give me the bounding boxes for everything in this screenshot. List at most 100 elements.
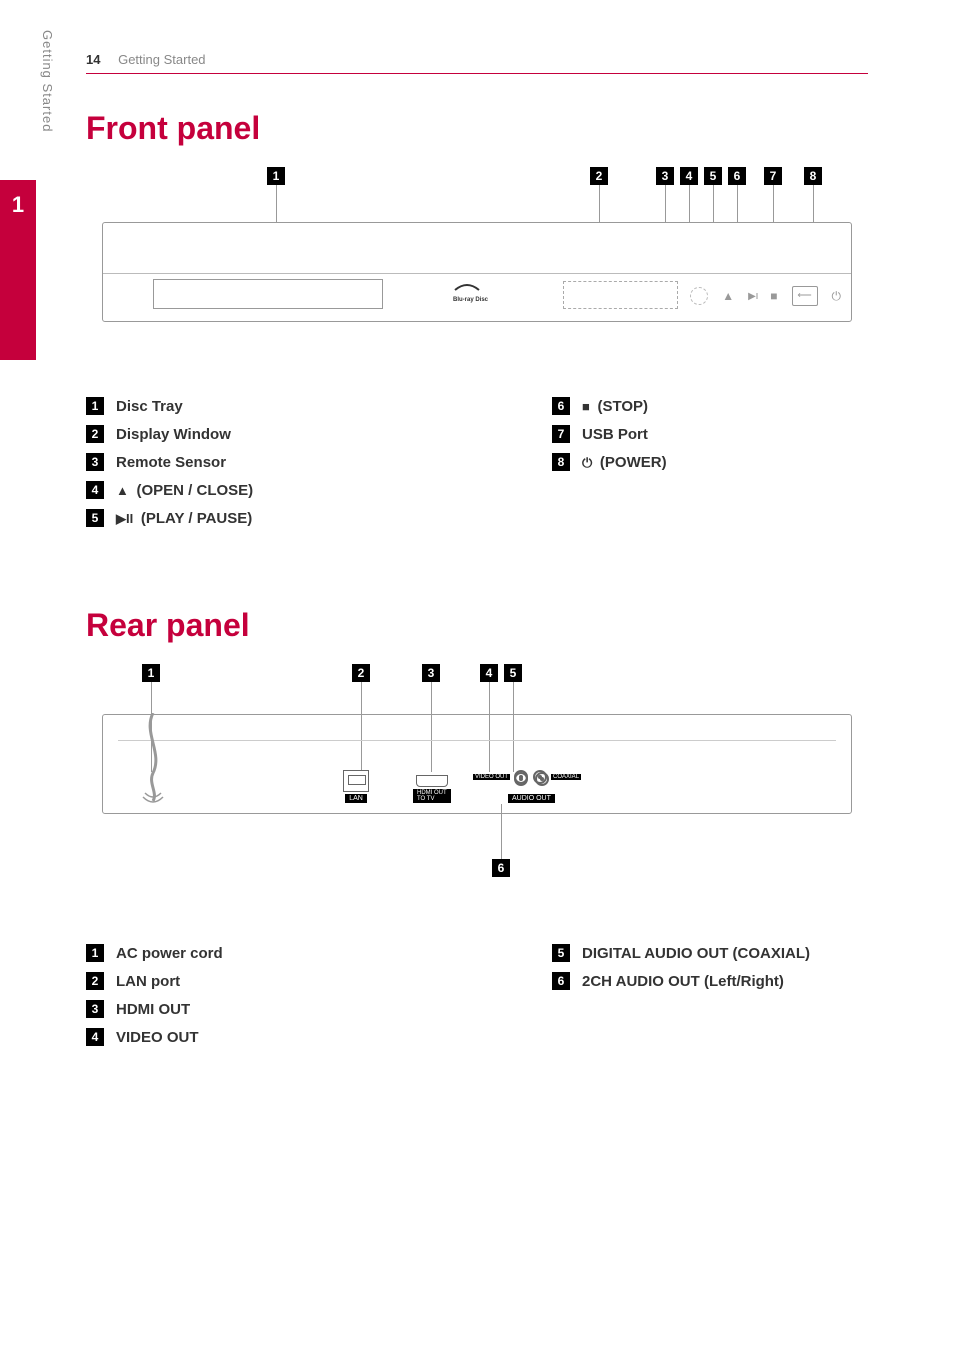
hdmi-label: HDMI OUTTO TV [413, 789, 451, 803]
rear-callout-2: 2 [352, 664, 370, 682]
legend-num: 3 [86, 1000, 104, 1018]
callout-5: 5 [704, 167, 722, 185]
lan-label: LAN [345, 794, 367, 803]
legend-num: 1 [86, 397, 104, 415]
front-controls: ▲ ▶II ■ ⟵ ⏻ [690, 286, 841, 306]
hdmi-port: HDMI OUTTO TV [413, 775, 451, 803]
disc-tray [153, 279, 383, 309]
legend-item: 6 2CH AUDIO OUT (Left/Right) [552, 972, 868, 990]
legend-label: VIDEO OUT [116, 1029, 199, 1046]
front-legend-left: 1 Disc Tray 2 Display Window 3 Remote Sensor 4… [86, 397, 402, 537]
coax-label: COAXIAL [551, 774, 581, 780]
legend-label: Remote Sensor [116, 454, 226, 471]
remote-sensor-icon [690, 287, 708, 305]
rear-inner-line [118, 740, 836, 741]
display-window [563, 281, 678, 309]
legend-item: 8⏻ (POWER) [552, 453, 868, 471]
legend-label: LAN port [116, 973, 180, 990]
callout-line [501, 804, 502, 859]
audio-label: AUDIO OUT [508, 794, 555, 803]
front-device: 12345678 Blu-ray Disc ▲ ▶II ■ ⟵ ⏻ [102, 167, 852, 367]
rear-callout-5: 5 [504, 664, 522, 682]
legend-item: 7 USB Port [552, 425, 868, 443]
legend-num: 3 [86, 453, 104, 471]
play-pause-icon: ▶II [748, 291, 756, 302]
legend-icon: ▲ [116, 483, 132, 498]
rear-panel-diagram: 12345 LAN [102, 664, 852, 914]
rear-callout-6: 6 [492, 859, 510, 877]
rca-right [535, 772, 549, 786]
rear-body: LAN HDMI OUTTO TV VIDEO OUT CO [102, 714, 852, 814]
callout-3: 3 [656, 167, 674, 185]
rear-legend-left: 1 AC power cord 2 LAN port 3 HDMI OUT 4 VIDEO O… [86, 944, 402, 1056]
callout-2: 2 [590, 167, 608, 185]
legend-num: 2 [86, 972, 104, 990]
legend-label: ▲ (OPEN / CLOSE) [116, 482, 253, 499]
section-name: Getting Started [118, 52, 205, 67]
audio-out-port: AUDIO OUT [508, 771, 555, 803]
legend-num: 8 [552, 453, 570, 471]
legend-item: 1 Disc Tray [86, 397, 402, 415]
rear-callouts-top: 12345 [102, 664, 852, 688]
front-panel-title: Front panel [86, 110, 868, 147]
legend-label: Disc Tray [116, 398, 183, 415]
device-top-line [103, 273, 851, 274]
rear-panel-title: Rear panel [86, 607, 868, 644]
power-cord [133, 713, 173, 808]
front-panel-diagram: 12345678 Blu-ray Disc ▲ ▶II ■ ⟵ ⏻ [102, 167, 852, 367]
legend-item: 4 VIDEO OUT [86, 1028, 402, 1046]
legend-num: 4 [86, 481, 104, 499]
legend-item: 5 DIGITAL AUDIO OUT (COAXIAL) [552, 944, 868, 962]
legend-num: 2 [86, 425, 104, 443]
legend-item: 3 Remote Sensor [86, 453, 402, 471]
legend-label: HDMI OUT [116, 1001, 190, 1018]
lan-port: LAN [343, 770, 369, 803]
callout-1: 1 [267, 167, 285, 185]
legend-label: ▶II (PLAY / PAUSE) [116, 510, 252, 527]
callout-8: 8 [804, 167, 822, 185]
legend-num: 5 [86, 509, 104, 527]
legend-label: DIGITAL AUDIO OUT (COAXIAL) [582, 945, 810, 962]
legend-num: 6 [552, 397, 570, 415]
eject-icon: ▲ [722, 289, 734, 303]
usb-port-icon: ⟵ [792, 286, 818, 306]
rear-legend-right: 5 DIGITAL AUDIO OUT (COAXIAL) 6 2CH AUDIO O… [552, 944, 868, 1056]
legend-icon: ■ [582, 399, 593, 414]
blu-ray-logo: Blu-ray Disc [453, 282, 488, 303]
callout-4: 4 [680, 167, 698, 185]
side-tab: 1 [0, 180, 36, 360]
side-tab-number: 1 [0, 180, 36, 218]
legend-icon: ▶II [116, 511, 137, 526]
legend-label: 2CH AUDIO OUT (Left/Right) [582, 973, 784, 990]
blu-ray-text: Blu-ray Disc [453, 297, 488, 303]
front-legend: 1 Disc Tray 2 Display Window 3 Remote Sensor 4… [86, 397, 868, 537]
legend-num: 7 [552, 425, 570, 443]
rear-section: Rear panel 1 2 3 4 5 [86, 607, 868, 1056]
legend-label: AC power cord [116, 945, 223, 962]
callout-6: 6 [728, 167, 746, 185]
main-content: Front panel 12345678 Blu-ray Disc ▲ ▶II [86, 110, 868, 1056]
legend-num: 1 [86, 944, 104, 962]
legend-item: 1 AC power cord [86, 944, 402, 962]
side-tab-label: Getting Started [40, 30, 55, 132]
power-icon: ⏻ [832, 289, 842, 304]
front-callouts: 12345678 [102, 167, 852, 191]
rear-legend: 1 AC power cord 2 LAN port 3 HDMI OUT 4 VIDEO O… [86, 944, 868, 1056]
stop-icon: ■ [770, 289, 777, 303]
legend-icon: ⏻ [582, 455, 596, 470]
legend-item: 2 LAN port [86, 972, 402, 990]
rear-callout-1: 1 [142, 664, 160, 682]
legend-item: 6■ (STOP) [552, 397, 868, 415]
legend-num: 5 [552, 944, 570, 962]
rca-left [514, 772, 528, 786]
legend-item: 5 ▶II (PLAY / PAUSE) [86, 509, 402, 527]
page-number: 14 [86, 52, 100, 67]
legend-num: 4 [86, 1028, 104, 1046]
legend-label: USB Port [582, 426, 648, 443]
legend-num: 6 [552, 972, 570, 990]
device-body-front: Blu-ray Disc ▲ ▶II ■ ⟵ ⏻ [102, 222, 852, 322]
legend-label: Display Window [116, 426, 231, 443]
legend-item: 4 ▲ (OPEN / CLOSE) [86, 481, 402, 499]
front-legend-right: 6■ (STOP)7USB Port8⏻ (POWER) [552, 397, 868, 537]
page-header: 14 Getting Started [86, 52, 868, 74]
